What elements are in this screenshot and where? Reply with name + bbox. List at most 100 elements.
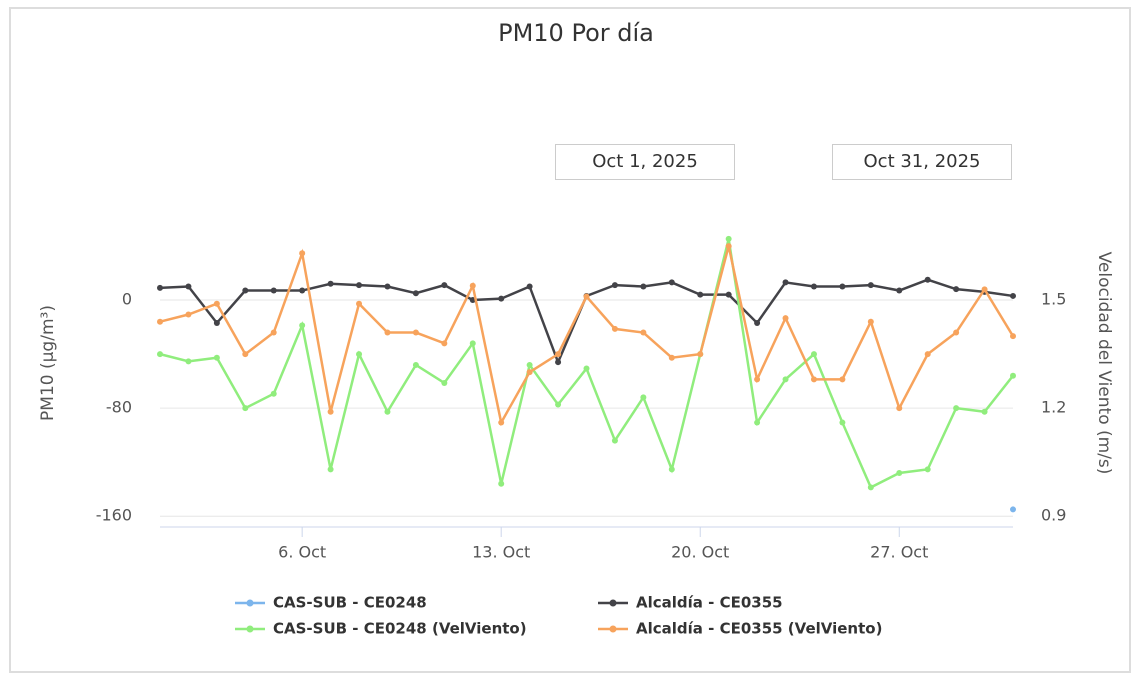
- point-marker: [611, 325, 618, 332]
- point-marker: [782, 279, 789, 286]
- point-marker: [754, 376, 761, 383]
- x-tick-label: 27. Oct: [870, 543, 928, 562]
- point-marker: [1010, 372, 1016, 379]
- point-marker: [242, 351, 249, 358]
- point-marker: [270, 390, 277, 397]
- chart-title: PM10 Por día: [498, 19, 654, 47]
- point-marker: [697, 291, 704, 298]
- y-tick-label: -80: [106, 398, 132, 417]
- point-marker: [754, 319, 761, 326]
- point-marker: [668, 354, 675, 361]
- point-marker: [1010, 506, 1016, 513]
- legend-marker: [246, 599, 254, 607]
- point-marker: [810, 376, 817, 383]
- point-marker: [213, 354, 220, 361]
- point-marker: [896, 405, 903, 412]
- point-marker: [555, 351, 562, 358]
- point-marker: [640, 394, 647, 401]
- point-marker: [953, 286, 960, 293]
- legend-label: CAS-SUB - CE0248 (VelViento): [273, 620, 527, 638]
- point-marker: [498, 419, 505, 426]
- date-to[interactable]: Oct 31, 2025: [832, 144, 1012, 180]
- point-marker: [981, 408, 988, 415]
- x-tick-label: 6. Oct: [278, 543, 326, 562]
- y2-tick-label: 1.2: [1041, 398, 1066, 417]
- point-marker: [157, 318, 163, 325]
- y-tick-label: -160: [96, 506, 132, 525]
- point-marker: [412, 361, 419, 368]
- point-marker: [583, 365, 590, 372]
- point-marker: [1010, 292, 1016, 299]
- point-marker: [725, 235, 732, 242]
- point-marker: [327, 408, 334, 415]
- point-marker: [157, 284, 163, 291]
- point-marker: [526, 361, 533, 368]
- point-marker: [242, 405, 249, 412]
- point-marker: [384, 283, 391, 290]
- point-marker: [526, 283, 533, 290]
- point-marker: [839, 376, 846, 383]
- point-marker: [242, 287, 249, 294]
- point-marker: [213, 319, 220, 326]
- point-marker: [782, 315, 789, 322]
- point-marker: [299, 287, 306, 294]
- legend-marker: [609, 625, 617, 633]
- point-marker: [356, 351, 363, 358]
- point-marker: [725, 243, 732, 250]
- point-marker: [981, 286, 988, 293]
- point-marker: [441, 379, 448, 386]
- point-marker: [810, 351, 817, 358]
- point-marker: [867, 484, 874, 491]
- point-marker: [185, 283, 192, 290]
- point-marker: [668, 466, 675, 473]
- point-marker: [867, 282, 874, 289]
- legend-marker: [609, 599, 617, 607]
- point-marker: [469, 340, 476, 347]
- point-marker: [640, 283, 647, 290]
- point-marker: [356, 282, 363, 289]
- y-tick-label: 0: [122, 289, 132, 308]
- point-marker: [896, 469, 903, 476]
- point-marker: [498, 480, 505, 487]
- x-tick-label: 20. Oct: [671, 543, 729, 562]
- point-marker: [327, 280, 334, 287]
- point-marker: [327, 466, 334, 473]
- legend-label: CAS-SUB - CE0248: [273, 594, 427, 612]
- y2-axis-title: Velocidad del Viento (m/s): [1094, 252, 1114, 475]
- point-marker: [867, 318, 874, 325]
- point-marker: [668, 279, 675, 286]
- series-line: [159, 245, 1015, 427]
- point-marker: [725, 291, 732, 298]
- point-marker: [270, 287, 277, 294]
- point-marker: [839, 419, 846, 426]
- point-marker: [754, 419, 761, 426]
- point-marker: [441, 340, 448, 347]
- point-marker: [810, 283, 817, 290]
- point-marker: [412, 290, 419, 297]
- date-from[interactable]: Oct 1, 2025: [555, 144, 735, 180]
- point-marker: [157, 351, 163, 358]
- point-marker: [953, 405, 960, 412]
- point-marker: [270, 329, 277, 336]
- legend-label: Alcaldía - CE0355: [636, 594, 783, 612]
- y-axis-title: PM10 (µg/m³): [38, 305, 58, 421]
- point-marker: [526, 369, 533, 376]
- point-marker: [611, 437, 618, 444]
- frame: [9, 7, 1131, 673]
- point-marker: [924, 351, 931, 358]
- point-marker: [924, 466, 931, 473]
- point-marker: [441, 282, 448, 289]
- point-marker: [498, 295, 505, 302]
- point-marker: [924, 276, 931, 283]
- point-marker: [782, 376, 789, 383]
- point-marker: [469, 282, 476, 289]
- point-marker: [953, 329, 960, 336]
- point-marker: [299, 250, 306, 257]
- point-marker: [640, 329, 647, 336]
- point-marker: [583, 293, 590, 300]
- point-marker: [299, 322, 306, 329]
- x-tick-label: 13. Oct: [472, 543, 530, 562]
- point-marker: [611, 282, 618, 289]
